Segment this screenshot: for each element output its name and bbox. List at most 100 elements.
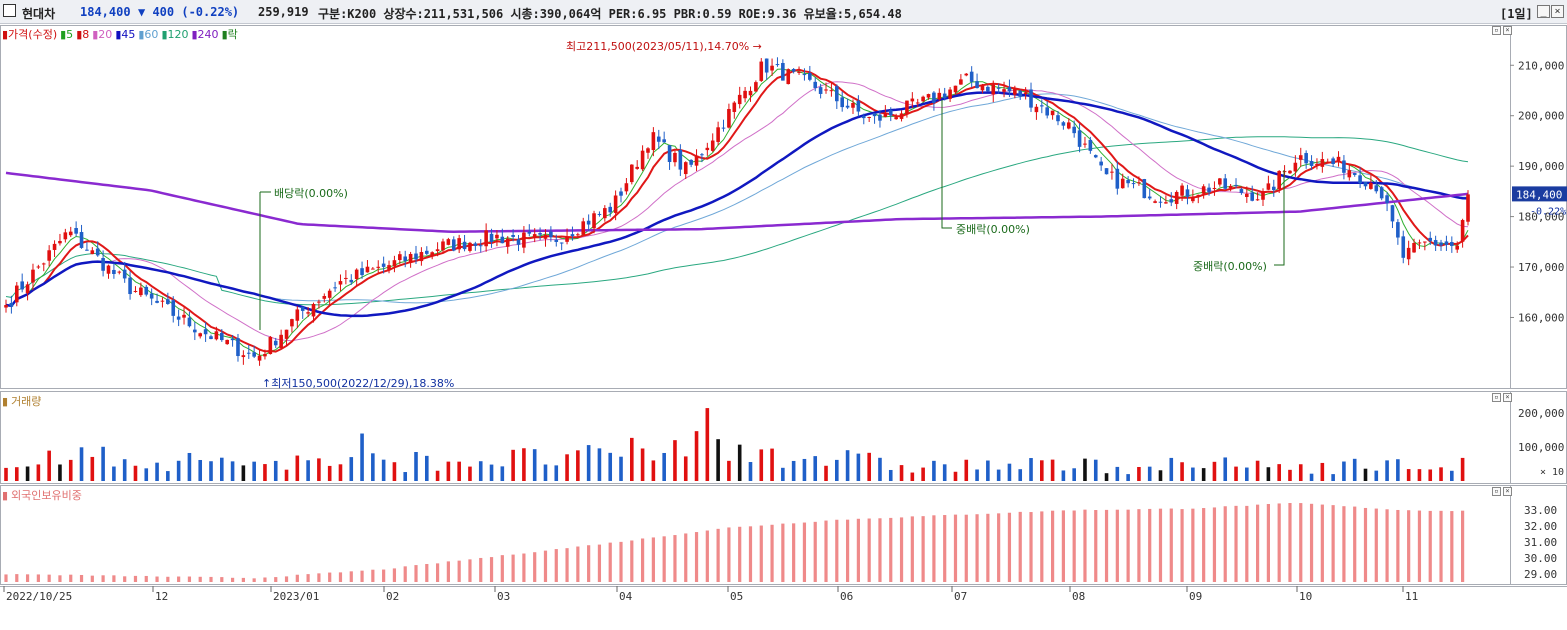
volume-bar	[219, 457, 224, 481]
legend-item[interactable]: ▮5	[60, 28, 74, 41]
legend-item[interactable]: ▮8	[76, 28, 90, 41]
candle-body	[1023, 92, 1028, 95]
candle-body	[775, 64, 780, 66]
candle-body	[295, 309, 300, 321]
candle-body	[797, 71, 801, 73]
candle-body	[1212, 187, 1217, 189]
candle-body	[1088, 139, 1093, 151]
x-axis-label: 02	[386, 590, 399, 603]
legend-item[interactable]: ▮가격(수정)	[2, 28, 58, 41]
volume-bar	[1223, 457, 1228, 481]
foreign-ratio-bar	[187, 576, 192, 582]
candle-body	[640, 150, 645, 170]
minimize-icon[interactable]: _	[1537, 5, 1550, 18]
foreign-ratio-bar	[684, 533, 688, 582]
candle-body	[1428, 237, 1433, 241]
close-icon[interactable]: ×	[1551, 5, 1564, 18]
volume-bar	[1169, 457, 1174, 481]
candle-body	[1077, 130, 1082, 147]
candle-body	[905, 100, 909, 115]
foreign-ratio-bar	[133, 575, 138, 582]
candle-body	[781, 63, 785, 81]
foreign-ratio-bar	[414, 565, 418, 582]
foreign-ratio-bar	[889, 517, 893, 582]
volume-bar	[1288, 469, 1292, 481]
volume-bar	[996, 469, 1001, 481]
volume-bar	[1331, 474, 1335, 481]
volume-bar	[327, 465, 332, 481]
foreign-ratio-bar	[1363, 507, 1368, 582]
period-selector[interactable]: [1일]	[1500, 7, 1533, 21]
candle-body	[894, 117, 898, 120]
candle-body	[586, 220, 591, 225]
price-axis-label: 200,000	[1518, 110, 1564, 123]
candle-body	[942, 93, 947, 99]
volume-panel-max-button[interactable]: ▫	[1492, 393, 1501, 402]
legend-item[interactable]: ▮120	[161, 28, 189, 41]
volume-bar	[554, 465, 559, 481]
candle-body	[4, 305, 8, 308]
volume-bar	[252, 461, 256, 481]
candle-body	[365, 266, 370, 273]
volume-bar	[79, 447, 84, 481]
candle-body	[1104, 168, 1109, 175]
candle-body	[840, 97, 844, 108]
foreign-legend: ▮ 외국인보유비중	[2, 489, 82, 502]
foreign-ratio-bar	[533, 552, 537, 582]
volume-bar	[1158, 470, 1163, 481]
volume-legend-label: 거래량	[11, 395, 42, 408]
candle-body	[856, 100, 861, 112]
candle-body	[317, 301, 321, 303]
legend-item[interactable]: ▮45	[115, 28, 136, 41]
foreign-ratio-bar	[792, 523, 796, 582]
candle-body	[95, 248, 100, 256]
volume-panel-close-button[interactable]: ×	[1503, 393, 1512, 402]
candle-body	[743, 90, 747, 99]
foreign-ratio-bar	[1374, 508, 1378, 582]
volume-bar	[25, 466, 30, 481]
foreign-ratio-bar	[328, 572, 332, 582]
price-panel-max-button[interactable]: ▫	[1492, 26, 1501, 35]
foreign-ratio-bar	[425, 564, 429, 582]
candle-body	[101, 258, 105, 271]
price-axis-label: 170,000	[1518, 261, 1564, 274]
legend-item[interactable]: ▮240	[191, 28, 219, 41]
candle-body	[948, 89, 952, 99]
legend-item[interactable]: ▮20	[92, 28, 113, 41]
foreign-panel-max-button[interactable]: ▫	[1492, 487, 1501, 496]
candle-body	[581, 221, 586, 235]
candle-body	[505, 238, 510, 247]
legend-item[interactable]: ▮락	[221, 28, 238, 41]
candle-body	[360, 268, 364, 276]
candle-body	[1331, 158, 1335, 164]
candle-body	[306, 312, 310, 314]
volume-bar	[1201, 468, 1206, 481]
candle-body	[1412, 243, 1416, 253]
candle-body	[1131, 183, 1136, 185]
volume-bar	[446, 461, 451, 481]
foreign-ratio-bar	[1299, 503, 1303, 582]
candle-body	[279, 334, 283, 349]
foreign-ratio-bar	[694, 532, 699, 582]
candle-body	[716, 127, 720, 142]
candle-body	[700, 154, 704, 156]
volume-legend: ▮ 거래량	[2, 395, 42, 408]
foreign-panel-close-button[interactable]: ×	[1503, 487, 1512, 496]
volume-bar	[187, 452, 192, 481]
window-menu-icon[interactable]	[3, 4, 16, 20]
candle-body	[1040, 105, 1044, 107]
legend-item[interactable]: ▮60	[138, 28, 159, 41]
volume-bar	[338, 464, 343, 481]
candle-body	[419, 252, 424, 262]
candle-body	[430, 252, 434, 257]
foreign-ratio-bar	[252, 578, 256, 582]
foreign-axis-label: 32.00	[1524, 520, 1557, 533]
candle-body	[1288, 170, 1292, 174]
volume-bar	[651, 460, 656, 481]
candle-body	[705, 147, 710, 151]
trade-volume: 259,919	[258, 5, 309, 19]
price-panel-close-button[interactable]: ×	[1503, 26, 1512, 35]
volume-bar	[716, 439, 720, 481]
foreign-ratio-bar	[1061, 510, 1065, 582]
